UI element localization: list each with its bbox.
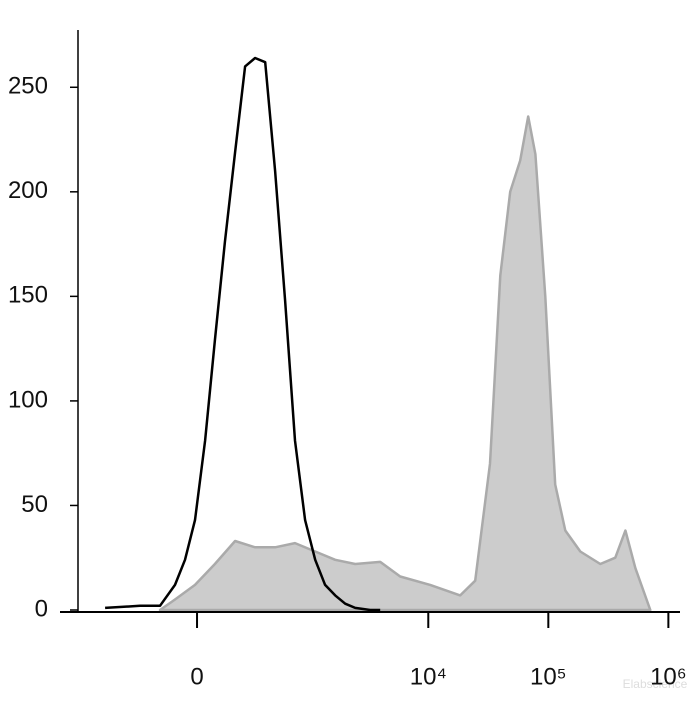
watermark: Elabscience — [623, 677, 688, 691]
y-tick-label: 250 — [8, 73, 48, 100]
histogram-line — [105, 56, 381, 612]
x-tick-label: 0 — [190, 663, 203, 690]
y-tick-label: 200 — [8, 177, 48, 204]
y-tick-label: 0 — [35, 595, 48, 622]
y-tick-label: 100 — [8, 386, 48, 413]
x-tick-label: 10⁶ — [650, 663, 687, 690]
y-tick-label: 150 — [8, 282, 48, 309]
y-tick-label: 50 — [21, 491, 48, 518]
x-tick-label: 10⁴ — [410, 663, 447, 690]
x-tick-label: 10⁵ — [530, 663, 567, 690]
histogram-area — [158, 115, 652, 612]
